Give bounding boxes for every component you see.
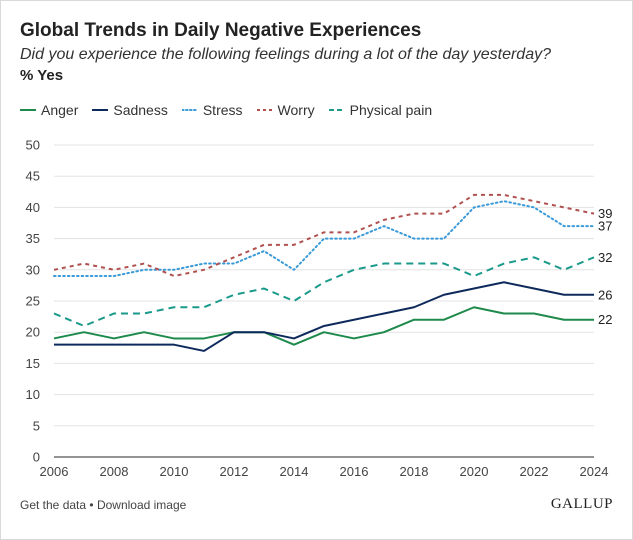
- x-tick-label: 2010: [160, 464, 189, 479]
- y-tick-label: 30: [26, 262, 40, 277]
- footer: Get the data • Download image: [20, 498, 186, 512]
- legend-item-worry: Worry: [256, 102, 315, 118]
- legend-label: Sadness: [113, 102, 168, 118]
- series-line-sadness: [54, 281, 594, 352]
- y-tick-label: 25: [26, 294, 40, 309]
- legend-label: Worry: [277, 102, 315, 118]
- unit-label: % Yes: [20, 67, 64, 84]
- gallup-logo: GALLUP: [550, 496, 613, 512]
- x-tick-label: 2014: [280, 464, 309, 479]
- series-line-stress: [53, 200, 595, 278]
- y-tick-label: 15: [26, 356, 40, 371]
- end-label-physical-pain: 32: [598, 250, 612, 265]
- series-line-anger: [53, 306, 594, 346]
- legend-swatch: [181, 109, 198, 111]
- end-label-sadness: 26: [598, 287, 612, 302]
- x-tick-label: 2020: [460, 464, 489, 479]
- y-tick-label: 5: [33, 418, 40, 433]
- y-tick-label: 35: [26, 231, 40, 246]
- legend-label: Physical pain: [349, 102, 433, 118]
- x-tick-label: 2006: [40, 464, 69, 479]
- legend-swatch: [92, 109, 109, 111]
- legend-item-physical-pain: Physical pain: [328, 102, 433, 118]
- y-tick-label: 45: [26, 169, 40, 184]
- y-tick-label: 50: [26, 138, 40, 153]
- legend-label: Stress: [202, 102, 243, 118]
- x-tick-label: 2024: [580, 464, 609, 479]
- legend-item-anger: Anger: [20, 102, 78, 118]
- footer-separator: •: [89, 498, 94, 512]
- legend-swatch: [256, 109, 273, 111]
- x-tick-label: 2012: [220, 464, 249, 479]
- x-tick-label: 2016: [340, 464, 369, 479]
- series-line-worry: [53, 193, 595, 278]
- end-label-stress: 37: [598, 219, 612, 234]
- y-tick-label: 10: [26, 387, 40, 402]
- download-image-link[interactable]: Download image: [96, 498, 187, 512]
- y-tick-label: 20: [26, 325, 40, 340]
- end-label-worry: 39: [598, 206, 612, 221]
- legend-item-sadness: Sadness: [92, 102, 168, 118]
- x-tick-label: 2008: [100, 464, 129, 479]
- legend-swatch: [20, 109, 36, 111]
- chart-subtitle: Did you experience the following feeling…: [20, 46, 551, 63]
- line-chart: 0 5 10 15 20 25 30 35 40 45 50 2006 2008 2010 2012 2014…: [26, 138, 613, 480]
- y-tick-label: 0: [33, 450, 40, 465]
- legend-label: Anger: [41, 102, 79, 118]
- legend-swatch: [328, 109, 345, 111]
- end-label-anger: 22: [598, 312, 612, 327]
- x-tick-label: 2022: [520, 464, 549, 479]
- chart-title: Global Trends in Daily Negative Experien…: [20, 20, 422, 41]
- get-data-link[interactable]: Get the data: [20, 498, 87, 512]
- legend-item-stress: Stress: [181, 102, 243, 118]
- series-line-physical-pain: [53, 256, 595, 327]
- y-tick-label: 40: [26, 200, 40, 215]
- x-tick-label: 2018: [400, 464, 429, 479]
- legend: Anger Sadness Stress Worry Physical pain: [20, 102, 446, 118]
